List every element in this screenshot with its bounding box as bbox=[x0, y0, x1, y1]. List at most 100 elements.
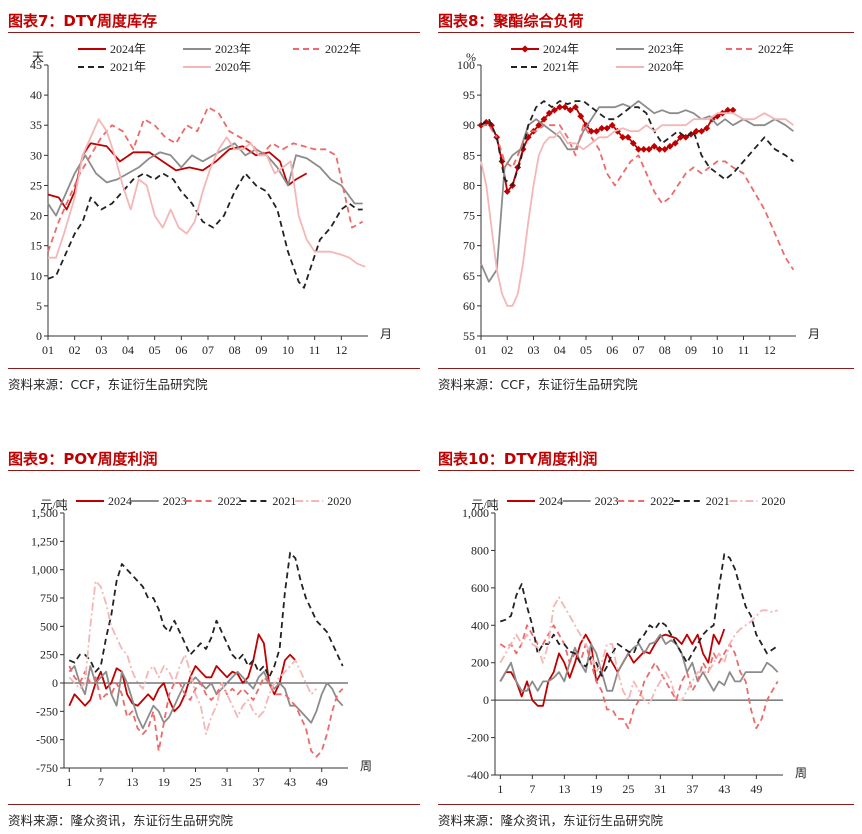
x-tick-label: 31 bbox=[221, 775, 233, 789]
legend-label-2020: 2020 bbox=[327, 494, 351, 508]
x-tick-label: 25 bbox=[189, 775, 201, 789]
y-tick-label: 0 bbox=[36, 329, 42, 343]
legend-label-2022: 2022 bbox=[218, 494, 242, 508]
chart-title: 图表7：DTY周度库存 bbox=[8, 12, 157, 30]
legend-label-2023: 2023 bbox=[595, 494, 619, 508]
x-tick-label: 49 bbox=[316, 775, 328, 789]
series-line-2021年 bbox=[47, 172, 363, 289]
y-tick-label: 55 bbox=[463, 329, 475, 343]
series-line-2020年 bbox=[480, 112, 794, 307]
y-tick-label: 85 bbox=[463, 148, 475, 162]
series-line-2021 bbox=[500, 553, 779, 677]
y-tick-label: 600 bbox=[471, 581, 489, 595]
y-tick-label: 65 bbox=[463, 269, 475, 283]
y-tick-label: -250 bbox=[36, 704, 58, 718]
legend-label-2023: 2023 bbox=[163, 494, 187, 508]
chart-title: 图表9：POY周度利润 bbox=[8, 450, 158, 468]
series-line-2023 bbox=[68, 665, 344, 730]
x-tick-label: 08 bbox=[659, 343, 671, 357]
x-tick-label: 49 bbox=[750, 782, 762, 796]
x-tick-label: 13 bbox=[126, 775, 138, 789]
x-tick-label: 10 bbox=[711, 343, 723, 357]
chart-dty-profit: -400 -200 0 200 400 600 800 1,000 1 7 13 19 25 31 37 43… bbox=[462, 494, 807, 796]
series-line-2020 bbox=[499, 596, 778, 705]
y-tick-label: 15 bbox=[30, 239, 42, 253]
series-line-2022年 bbox=[47, 106, 364, 253]
chart-panel-dty-inventory: 图表7：DTY周度库存 0 5 10 15 20 25 30 35 40 45 01 02 03 04 05… bbox=[8, 0, 420, 400]
chart-title: 图表8：聚酯综合负荷 bbox=[438, 12, 584, 30]
source-rule bbox=[438, 804, 854, 805]
chart-source: 资料来源：CCF，东证衍生品研究院 bbox=[8, 377, 208, 392]
y-tick-label: 1,250 bbox=[31, 534, 58, 548]
source-rule bbox=[8, 804, 420, 805]
x-axis-unit: 月 bbox=[380, 327, 392, 341]
x-tick-label: 04 bbox=[554, 343, 566, 357]
x-tick-label: 19 bbox=[158, 775, 170, 789]
legend-label-2022: 2022 bbox=[650, 494, 674, 508]
series-line-2022 bbox=[68, 665, 344, 758]
y-tick-label: -750 bbox=[36, 761, 58, 775]
y-tick-label: -200 bbox=[467, 731, 489, 745]
y-tick-label: 0 bbox=[483, 693, 489, 707]
y-tick-label: 0 bbox=[52, 676, 58, 690]
y-tick-label: 45 bbox=[30, 58, 42, 72]
chart-source: 资料来源：隆众资讯，东证衍生品研究院 bbox=[438, 813, 664, 828]
series-line-2020年 bbox=[48, 118, 366, 268]
y-tick-label: 1,500 bbox=[31, 506, 58, 520]
x-tick-label: 37 bbox=[686, 782, 698, 796]
chart-poy-profit: -750 -500 -250 0 250 500 750 1,000 1,250 1,500 1 7 1… bbox=[31, 494, 372, 789]
y-axis-unit: % bbox=[466, 50, 476, 64]
y-tick-label: 25 bbox=[30, 178, 42, 192]
chart-source: 资料来源：隆众资讯，东证衍生品研究院 bbox=[8, 813, 234, 828]
x-tick-label: 19 bbox=[590, 782, 602, 796]
series-marker-2024年 bbox=[503, 188, 511, 195]
x-tick-label: 02 bbox=[501, 343, 513, 357]
legend-label-2024年: 2024年 bbox=[110, 42, 146, 56]
y-tick-label: 95 bbox=[463, 88, 475, 102]
x-tick-label: 03 bbox=[528, 343, 540, 357]
legend-label-2023年: 2023年 bbox=[648, 42, 684, 56]
y-tick-label: 250 bbox=[40, 648, 58, 662]
x-tick-label: 7 bbox=[98, 775, 104, 789]
x-tick-label: 12 bbox=[764, 343, 776, 357]
y-tick-label: 400 bbox=[471, 618, 489, 632]
title-rule bbox=[438, 470, 854, 471]
x-tick-label: 37 bbox=[253, 775, 265, 789]
y-tick-label: 1,000 bbox=[31, 563, 58, 577]
y-tick-label: 35 bbox=[30, 118, 42, 132]
legend-label-2020: 2020 bbox=[761, 494, 785, 508]
y-axis-unit: 元/吨 bbox=[40, 498, 67, 512]
y-tick-label: 750 bbox=[40, 591, 58, 605]
x-tick-label: 07 bbox=[202, 343, 214, 357]
y-tick-label: 70 bbox=[463, 239, 475, 253]
legend-label-2020年: 2020年 bbox=[648, 60, 684, 74]
y-tick-label: -400 bbox=[467, 768, 489, 782]
y-tick-label: 10 bbox=[30, 269, 42, 283]
source-rule bbox=[438, 368, 854, 369]
series-line-2023年 bbox=[480, 100, 794, 283]
x-tick-label: 08 bbox=[229, 343, 241, 357]
series-marker-2024年 bbox=[566, 106, 574, 114]
x-tick-label: 7 bbox=[529, 782, 535, 796]
legend-label-2022年: 2022年 bbox=[758, 42, 794, 56]
series-line-2020 bbox=[68, 580, 318, 735]
legend-label-2024年: 2024年 bbox=[543, 42, 579, 56]
x-tick-label: 10 bbox=[282, 343, 294, 357]
series-line-2022 bbox=[499, 624, 779, 730]
x-axis-unit: 周 bbox=[795, 766, 807, 780]
y-tick-label: 500 bbox=[40, 619, 58, 633]
title-rule bbox=[8, 470, 420, 471]
y-tick-label: 40 bbox=[30, 88, 42, 102]
series-line-2024 bbox=[68, 633, 297, 713]
title-rule bbox=[8, 32, 420, 33]
x-tick-label: 01 bbox=[475, 343, 487, 357]
y-tick-label: 90 bbox=[463, 118, 475, 132]
x-tick-label: 03 bbox=[95, 343, 107, 357]
y-axis-unit: 元/吨 bbox=[471, 498, 498, 512]
x-tick-label: 31 bbox=[654, 782, 666, 796]
x-tick-label: 09 bbox=[685, 343, 697, 357]
y-tick-label: 1,000 bbox=[462, 506, 489, 520]
y-tick-label: 100 bbox=[457, 58, 475, 72]
x-tick-label: 09 bbox=[255, 343, 267, 357]
chart-title: 图表10：DTY周度利润 bbox=[438, 450, 598, 468]
